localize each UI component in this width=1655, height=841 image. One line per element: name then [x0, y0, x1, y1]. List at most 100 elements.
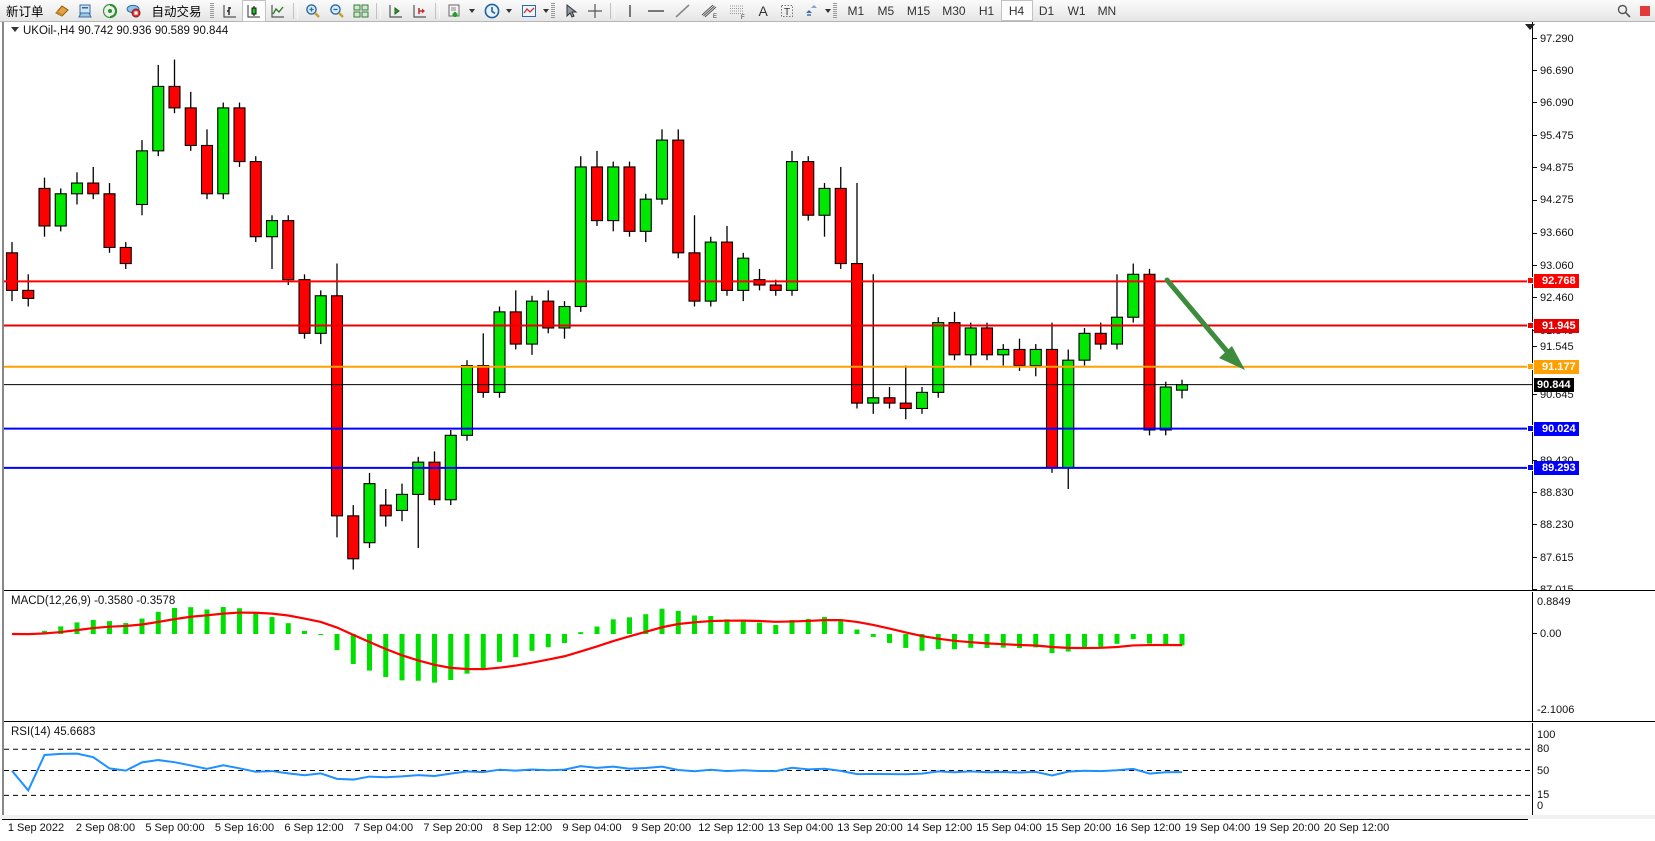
timeframe-m5[interactable]: M5 — [877, 3, 895, 18]
timeframe-w1[interactable]: W1 — [1067, 3, 1086, 18]
main-toolbar: 新订单 自动交易 — [0, 0, 1655, 22]
auto-scroll-icon[interactable] — [409, 1, 431, 21]
crosshair-icon[interactable] — [584, 1, 606, 21]
time-tick: 7 Sep 20:00 — [423, 822, 483, 834]
indicators-icon[interactable] — [444, 1, 466, 21]
price-tick: 97.290 — [1533, 33, 1574, 45]
macd-pane[interactable]: MACD(12,26,9) -0.3580 -0.3578 0.8849 0.00… — [4, 592, 1655, 722]
time-tick: 6 Sep 12:00 — [284, 822, 344, 834]
toolbar-grip-3[interactable] — [832, 2, 837, 19]
rsi-plot[interactable] — [4, 723, 1532, 817]
market-watch-icon[interactable] — [75, 1, 97, 21]
price-line-tag-last-price-line[interactable]: 90.844 — [1534, 377, 1574, 392]
period-icon[interactable] — [481, 1, 503, 21]
text-label-icon[interactable]: T — [776, 1, 798, 21]
line-handle[interactable] — [1527, 321, 1534, 329]
price-pane[interactable]: UKOil-,H4 90.742 90.936 90.589 90.844 97… — [4, 22, 1655, 591]
svg-text:F: F — [741, 15, 745, 20]
timeframe-d1[interactable]: D1 — [1038, 3, 1055, 18]
tile-windows-icon[interactable] — [350, 1, 372, 21]
timeframe-mn[interactable]: MN — [1097, 3, 1117, 18]
svg-text:E: E — [713, 14, 717, 20]
pane-collapse-icon[interactable] — [1525, 24, 1535, 30]
zoom-in-icon[interactable] — [302, 1, 324, 21]
price-tick: 90.645 — [1533, 390, 1574, 401]
price-tick: 88.230 — [1533, 519, 1574, 531]
toolbar-grip[interactable] — [209, 2, 214, 19]
toolbar-separator-4 — [609, 2, 615, 19]
navigator-icon[interactable] — [99, 1, 121, 21]
price-tick: 92.460 — [1533, 292, 1574, 304]
toolbar-grip-2[interactable] — [550, 2, 555, 19]
price-plot[interactable] — [4, 22, 1532, 590]
time-tick: 9 Sep 04:00 — [562, 822, 622, 834]
autotrading-icon[interactable] — [123, 1, 145, 21]
shapes-icon[interactable] — [800, 1, 822, 21]
expert-advisors-icon[interactable] — [51, 1, 73, 21]
search-icon[interactable] — [1614, 1, 1634, 21]
horizontal-line-icon[interactable] — [643, 1, 669, 21]
price-line-tag-support-upper[interactable]: 90.024 — [1527, 421, 1579, 436]
autotrading-label: 自动交易 — [151, 5, 202, 19]
chart-title-text: UKOil-,H4 90.742 90.936 90.589 90.844 — [23, 25, 229, 37]
fibonacci-icon[interactable]: F — [725, 1, 751, 21]
window-control-icon[interactable] — [1636, 1, 1654, 21]
collapse-triangle-icon[interactable] — [11, 27, 19, 32]
equidistant-channel-icon[interactable]: E — [697, 1, 723, 21]
timeframe-m15[interactable]: M15 — [906, 3, 931, 18]
rsi-axis: 100 80 50 15 0 — [1532, 723, 1655, 817]
timeframe-h4[interactable]: H4 — [1000, 0, 1033, 21]
line-handle[interactable] — [1527, 362, 1534, 370]
chart-shift-icon[interactable] — [385, 1, 407, 21]
price-line-tag-support-lower[interactable]: 89.293 — [1527, 460, 1579, 475]
line-handle[interactable] — [1527, 463, 1534, 471]
line-handle[interactable] — [1527, 277, 1534, 285]
period-dropdown-caret[interactable] — [505, 8, 512, 13]
timeframe-h1[interactable]: H1 — [978, 3, 995, 18]
macd-tick: -2.1006 — [1537, 704, 1575, 716]
rsi-tick: 15 — [1537, 789, 1550, 802]
price-axis[interactable]: 97.290 96.690 96.090 95.475 94.875 94.275 93.6… — [1527, 22, 1655, 590]
macd-label: MACD(12,26,9) -0.3580 -0.3578 — [9, 595, 178, 607]
vertical-line-icon[interactable] — [619, 1, 641, 21]
macd-svg — [11, 606, 1185, 683]
rsi-tick: 50 — [1537, 764, 1550, 777]
price-line-tag-pivot-line[interactable]: 91.177 — [1527, 359, 1579, 374]
text-icon[interactable]: A — [758, 2, 768, 19]
price-tick: 96.690 — [1533, 65, 1574, 77]
price-line-tag-resistance-upper[interactable]: 92.768 — [1527, 274, 1579, 289]
chart-frame: UKOil-,H4 90.742 90.936 90.589 90.844 97… — [2, 22, 1655, 819]
line-handle[interactable] — [1527, 424, 1534, 432]
chart-workspace: UKOil-,H4 90.742 90.936 90.589 90.844 97… — [0, 22, 1655, 841]
chart-title: UKOil-,H4 90.742 90.936 90.589 90.844 — [9, 25, 231, 37]
timeframe-m1[interactable]: M1 — [847, 3, 865, 18]
time-tick: 7 Sep 04:00 — [353, 822, 414, 834]
rsi-label: RSI(14) 45.6683 — [9, 726, 98, 738]
trendline-icon[interactable] — [671, 1, 695, 21]
shapes-dropdown-caret[interactable] — [824, 8, 831, 13]
time-tick: 14 Sep 12:00 — [906, 822, 973, 834]
timeframe-m30[interactable]: M30 — [942, 3, 966, 18]
rsi-tick: 100 — [1537, 729, 1556, 741]
cursor-icon[interactable] — [560, 1, 582, 21]
rsi-svg — [4, 748, 1532, 796]
zoom-out-icon[interactable] — [326, 1, 348, 21]
rsi-pane[interactable]: RSI(14) 45.6683 100 80 50 15 0 — [4, 723, 1655, 818]
time-tick: 16 Sep 12:00 — [1115, 822, 1181, 834]
templates-dropdown-caret[interactable] — [542, 8, 549, 13]
macd-plot[interactable] — [4, 592, 1532, 721]
autotrading-button[interactable]: 自动交易 — [147, 1, 207, 21]
new-order-button[interactable]: 新订单 — [1, 1, 49, 21]
bar-chart-icon[interactable] — [219, 1, 241, 21]
svg-text:T: T — [784, 7, 790, 18]
indicators-dropdown-caret[interactable] — [468, 8, 475, 13]
price-tick: 93.660 — [1533, 228, 1574, 239]
candlestick-chart-icon[interactable] — [241, 0, 266, 22]
time-axis[interactable]: 1 Sep 2022 2 Sep 08:00 5 Sep 00:00 5 Sep 16… — [0, 819, 1655, 841]
line-chart-icon[interactable] — [267, 1, 289, 21]
rsi-tick: 0 — [1537, 800, 1544, 812]
templates-icon[interactable] — [518, 1, 540, 21]
time-tick: 2 Sep 08:00 — [75, 822, 136, 834]
price-tick: 94.275 — [1533, 195, 1574, 206]
price-line-tag-resistance-lower[interactable]: 91.945 — [1527, 318, 1579, 333]
